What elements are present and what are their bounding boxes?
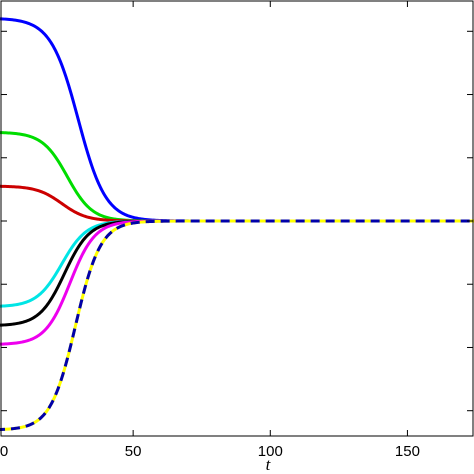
x-tick-label-1: 50 [125, 443, 142, 460]
series-layer [0, 17, 474, 432]
axes-box [0, 0, 474, 437]
plot-area [0, 0, 474, 436]
x-tick-label-3: 150 [395, 443, 420, 460]
x-tick-label-0: 0 [0, 443, 8, 460]
x-tick-label-2: 100 [258, 443, 283, 460]
x-axis-title: t [266, 455, 272, 474]
series-line-7 [0, 219, 474, 432]
axes-layer: 0 50 100 150 [0, 0, 474, 460]
